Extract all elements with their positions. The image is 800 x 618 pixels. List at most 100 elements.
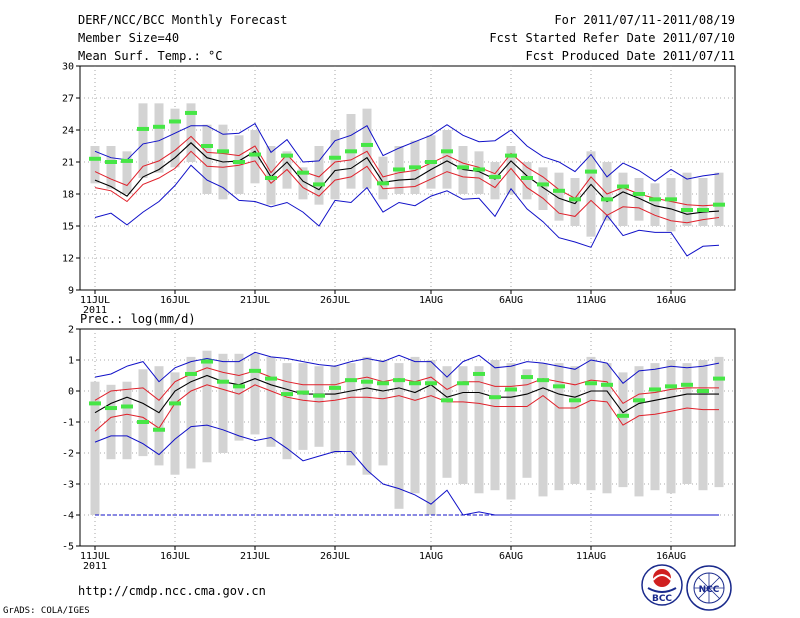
y-tick-label: 12 [62,254,74,265]
range-box [378,360,388,466]
x-tick-label: 26JUL [320,551,350,562]
x-tick-label: 11JUL [80,551,110,562]
min-line [94,164,720,257]
range-box [570,178,580,226]
p75-line [94,135,720,207]
y-tick-label: -2 [62,449,74,460]
x-tick-label: 1AUG [419,295,443,306]
range-box [394,363,404,509]
range-box [218,353,228,453]
mean-marker [425,160,437,164]
mean-marker [217,149,229,154]
range-box [314,146,324,205]
range-box [602,162,612,221]
mean-marker [473,371,485,376]
x-tick-label: 21JUL [240,551,270,562]
range-box [186,356,196,469]
range-box [234,353,244,441]
y-tick-label: 9 [68,286,74,297]
range-box [90,381,100,515]
range-box [650,363,660,491]
p25-line [94,384,719,432]
mean-marker [697,389,709,393]
y-tick-label: 21 [62,158,74,169]
range-box [666,360,676,494]
mean-marker [617,413,629,418]
footer-credit: GrADS: COLA/IGES [3,606,90,616]
mean-marker [713,376,725,381]
range-box [538,167,548,210]
x-tick-label: 26JUL [320,295,350,306]
range-box [250,353,260,435]
mean-marker [361,379,373,384]
mean-marker [489,395,501,400]
header-forecast-period: For 2011/07/11-2011/08/19 [554,13,735,27]
mean-marker [697,208,709,212]
mean-marker [665,384,677,389]
x-tick-year: 2011 [83,305,107,316]
x-tick-label: 16AUG [656,551,686,562]
x-tick-label: 11AUG [576,295,606,306]
range-box [522,369,532,478]
range-box [170,372,180,475]
x-tick-year: 2011 [83,561,107,572]
range-box [698,360,708,491]
y-tick-label: 15 [62,222,74,233]
max-line [94,351,720,384]
range-box [122,151,132,194]
p25-line [94,150,720,224]
mean-marker [393,167,405,172]
range-box [282,363,292,460]
mean-marker [265,376,277,381]
range-box [266,356,276,447]
ncc-logo-text: NCC [699,585,720,595]
y-tick-label: 24 [62,126,74,137]
mean-marker [441,149,453,154]
footer-url: http://cmdp.ncc.cma.gov.cn [78,584,266,598]
mean-marker [505,153,517,158]
mean-marker [201,144,213,148]
range-box [298,363,308,450]
header-member-size: Member Size=40 [78,31,179,45]
y-tick-label: 2 [68,325,74,336]
mean-marker [521,176,533,180]
mean-marker [457,165,469,170]
mean-marker [329,155,341,160]
median-line [94,142,720,215]
mean-marker [425,381,437,386]
range-box [346,363,356,466]
range-box [362,356,372,475]
range-box [506,363,516,500]
range-box [602,363,612,494]
mean-marker [281,153,293,158]
x-tick-label: 21JUL [240,295,270,306]
mean-marker [169,401,181,406]
mean-marker [137,126,149,131]
range-box [170,108,180,168]
range-box [666,178,676,232]
mean-marker [649,197,661,202]
y-tick-label: 27 [62,94,74,105]
range-box [570,366,580,484]
y-tick-label: -5 [62,542,74,553]
range-box [522,162,532,200]
mean-marker [521,375,533,380]
ncc-logo: NCC [686,565,732,611]
mean-marker [89,401,101,406]
x-tick-label: 11JUL [80,295,110,306]
range-box [138,103,148,178]
mean-marker [153,427,165,432]
range-box [586,356,596,491]
range-box [650,183,660,226]
mean-marker [89,156,101,161]
mean-marker [409,165,421,170]
mean-marker [537,378,549,383]
x-tick-label: 16JUL [160,295,190,306]
bcc-logo-text: BCC [652,594,672,604]
range-box [618,372,628,488]
mean-marker [281,392,293,397]
mean-marker [569,398,581,403]
